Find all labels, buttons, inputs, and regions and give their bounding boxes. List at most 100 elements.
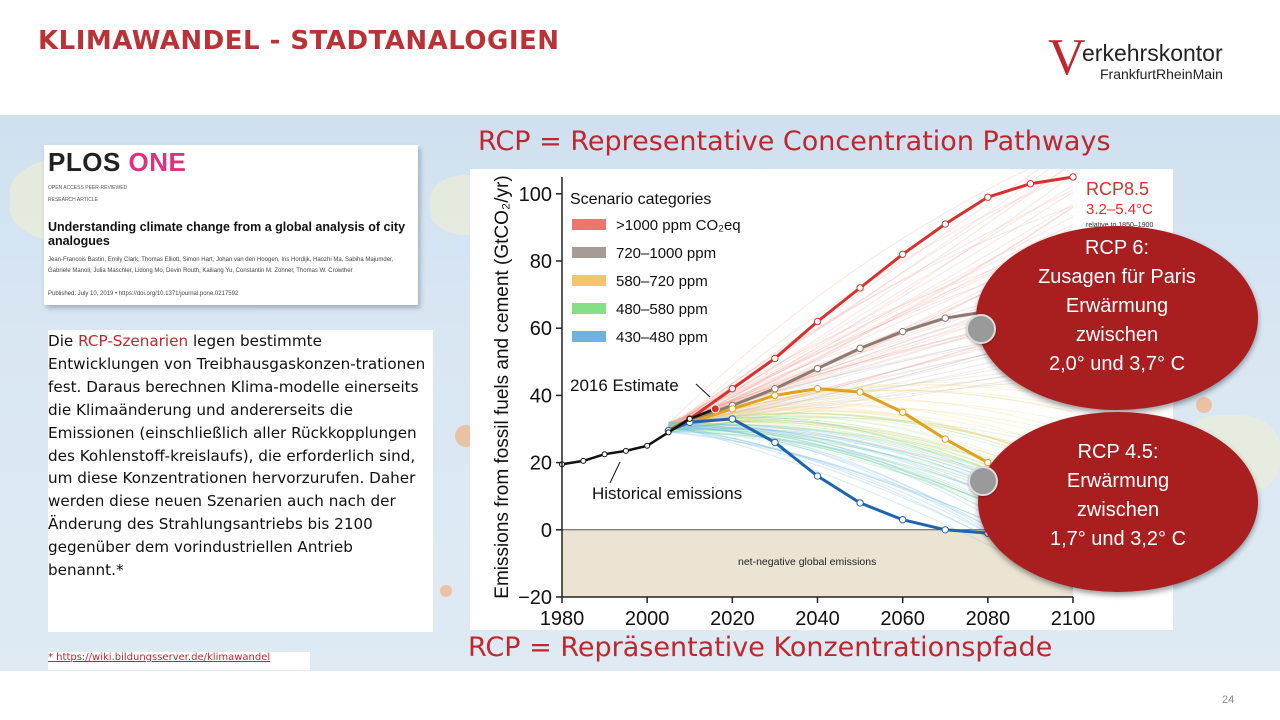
- scenario-point: [856, 284, 864, 292]
- legend-label: 480–580 ppm: [616, 301, 708, 318]
- scenario-point: [728, 384, 737, 393]
- header-area: [0, 0, 1280, 115]
- scenario-point: [898, 408, 907, 416]
- logo-line2: FrankfurtRheinMain: [1100, 66, 1223, 82]
- scenario-point: [813, 364, 822, 373]
- scenario-fan-line: [668, 417, 1074, 451]
- scenario-point: [728, 405, 737, 413]
- scenario-fan-line: [668, 397, 1074, 433]
- x-tick-label: 1980: [540, 608, 585, 630]
- x-tick-label: 2080: [966, 608, 1011, 630]
- paper-title: Understanding climate change from a glob…: [48, 220, 406, 248]
- rcp6-line: Erwärmung: [1065, 295, 1169, 317]
- rcp-highlight: RCP-Szenarien: [78, 332, 189, 350]
- legend-label: 580–720 ppm: [616, 273, 708, 290]
- y-axis-label: Emissions from fossil fuels and cement (…: [492, 175, 513, 598]
- scenario-fan-line: [668, 169, 1068, 431]
- logo-line1: erkehrskontor: [1082, 40, 1223, 66]
- rcp6-line: Zusagen für Paris: [1038, 266, 1196, 288]
- scenario-point: [771, 438, 779, 447]
- scenario-point: [728, 415, 737, 423]
- legend-label: 430–480 ppm: [616, 329, 708, 346]
- y-tick-label: 0: [541, 520, 552, 542]
- scenario-point: [941, 526, 949, 534]
- scenario-fan-line: [668, 205, 1074, 431]
- rcp45-pointer-knob: [968, 466, 998, 496]
- legend-swatch: [572, 303, 606, 314]
- footnote-link[interactable]: * https://wiki.bildungsserver.de/klimawa…: [48, 652, 310, 670]
- scenario-point: [1069, 173, 1077, 181]
- historical-point: [580, 457, 587, 464]
- logo-letter: V: [1048, 29, 1086, 86]
- paper-authors: Jean-Francois Bastin, Emily Clark, Thoma…: [48, 257, 394, 274]
- scenario-point: [771, 391, 779, 400]
- y-tick-label: 80: [530, 251, 552, 273]
- legend-swatch: [572, 219, 606, 230]
- rcp45-bubble: RCP 4.5: Erwärmung zwischen 1,7° und 3,2…: [978, 412, 1258, 592]
- chart-footer: RCP = Repräsentative Konzentrationspfade: [468, 632, 1053, 663]
- scenario-point: [1026, 180, 1035, 188]
- negative-label: net-negative global emissions: [738, 556, 876, 568]
- estimate-label: 2016 Estimate: [570, 376, 679, 395]
- x-tick-label: 2000: [625, 608, 670, 630]
- x-tick-label: 2060: [880, 608, 925, 630]
- scenario-point: [856, 344, 864, 353]
- scenario-point: [941, 220, 949, 228]
- rcp6-bubble: RCP 6: Zusagen für Paris Erwärmung zwisc…: [976, 226, 1258, 410]
- y-tick-label: 40: [530, 385, 552, 407]
- scenario-fan-line: [668, 174, 1074, 433]
- scenario-point: [898, 516, 907, 524]
- historical-leader: [609, 461, 621, 484]
- rcp6-line: 2,0° und 3,7° C: [1048, 353, 1186, 375]
- scenario-line: [667, 417, 1031, 535]
- verkehrskontor-logo: V erkehrskontor FrankfurtRheinMain: [1048, 32, 1248, 92]
- x-tick-label: 2020: [710, 608, 755, 630]
- rcp45-line: Erwärmung: [1066, 470, 1170, 492]
- estimate-2016-point: [710, 404, 720, 414]
- journal-logo: PLOS ONE: [48, 147, 187, 177]
- scenario-point: [813, 384, 822, 393]
- legend-swatch: [572, 247, 606, 258]
- rcp-description: Die RCP-Szenarien legen bestimmte Entwic…: [48, 330, 433, 632]
- historical-point: [644, 442, 651, 449]
- legend-label: >1000 ppm CO₂eq: [616, 217, 741, 234]
- scenario-fan-line: [668, 169, 1041, 431]
- scenario-fan-line: [668, 403, 1074, 455]
- scenario-fan-line: [668, 399, 1074, 428]
- paper-access-flags: OPEN ACCESS PEER-REVIEWED: [48, 185, 128, 191]
- scenario-point: [941, 314, 949, 322]
- rcp6-line: zwischen: [1075, 324, 1159, 346]
- y-tick-label: 60: [530, 318, 552, 340]
- scenario-point: [813, 472, 822, 480]
- legend-label: 720–1000 ppm: [616, 245, 716, 262]
- paper-thumbnail: PLOS ONE OPEN ACCESS PEER-REVIEWED RESEA…: [44, 145, 418, 305]
- rcp85-label: RCP8.5: [1086, 179, 1149, 199]
- slide-title: KLIMAWANDEL - STADTANALOGIEN: [38, 26, 560, 56]
- scenario-fan-line: [668, 207, 1074, 431]
- scenario-fan-line: [668, 406, 1074, 435]
- scenario-point: [771, 384, 779, 393]
- scenario-fan-line: [668, 189, 1074, 428]
- scenario-point: [984, 193, 992, 201]
- historical-label: Historical emissions: [592, 484, 742, 503]
- scenario-point: [856, 388, 864, 396]
- x-tick-label: 2040: [795, 608, 840, 630]
- y-tick-label: 100: [519, 184, 552, 206]
- scenario-point: [771, 354, 779, 363]
- scenario-fan-line: [668, 404, 1074, 443]
- estimate-leader: [695, 383, 711, 398]
- chart-header: RCP = Representative Concentration Pathw…: [478, 126, 1111, 157]
- scenario-point: [856, 499, 864, 507]
- rcp6-pointer-knob: [966, 314, 996, 344]
- x-tick-label: 2100: [1051, 608, 1096, 630]
- rcp85-ref-label: relative to 1850–1900: [1086, 222, 1153, 229]
- rcp6-line: RCP 6:: [1084, 237, 1150, 259]
- historical-point: [665, 429, 672, 436]
- scenario-point: [941, 435, 949, 443]
- scenario-fan-line: [668, 206, 1074, 428]
- page-number: 24: [1222, 694, 1235, 706]
- y-tick-label: −20: [518, 587, 552, 609]
- rcp45-line: zwischen: [1076, 499, 1160, 521]
- legend-title: Scenario categories: [570, 191, 711, 208]
- rcp45-line: RCP 4.5:: [1077, 441, 1159, 463]
